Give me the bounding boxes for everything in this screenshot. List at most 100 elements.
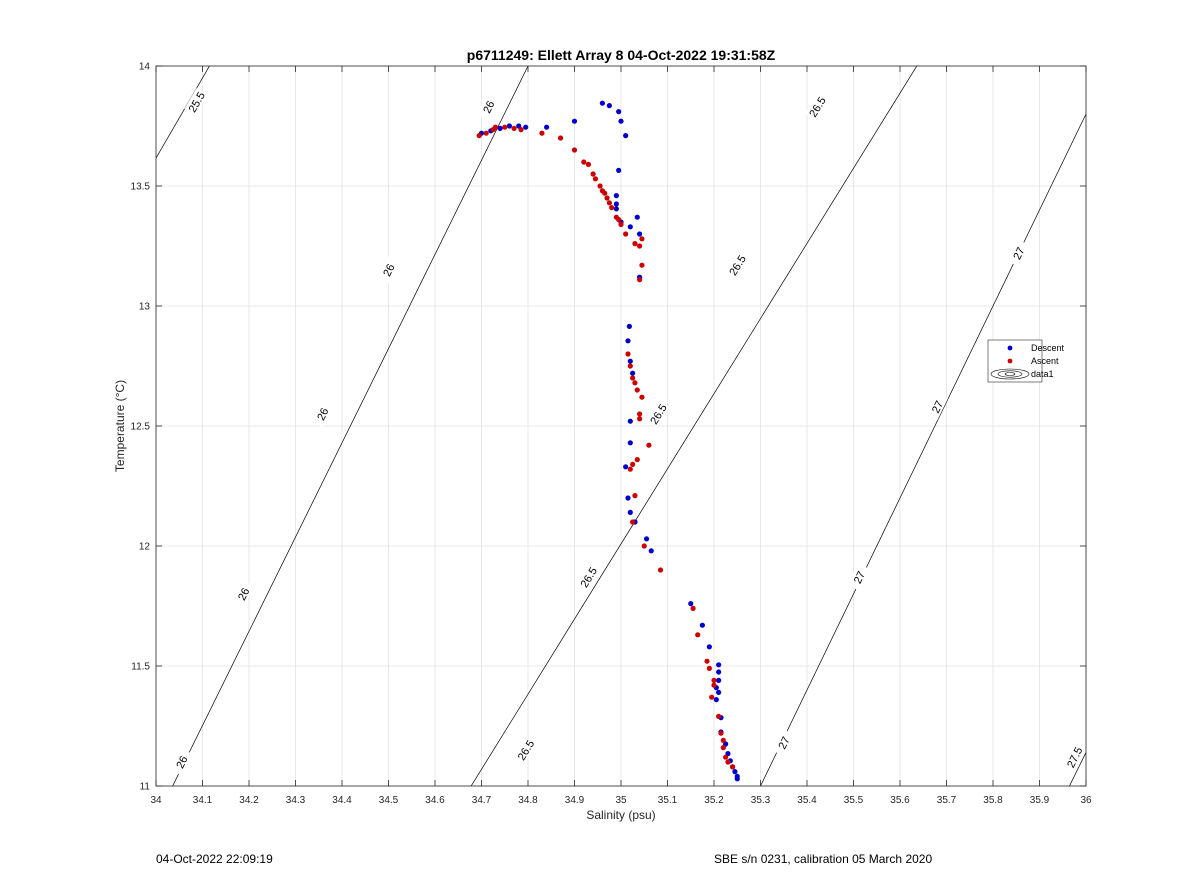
point-descent (613, 193, 619, 199)
point-descent (706, 644, 712, 650)
contour-label: 27 (847, 563, 870, 591)
contour-label-bg (231, 580, 255, 608)
point-ascent (657, 567, 664, 573)
contour-label-text: 27 (852, 570, 868, 586)
point-ascent (634, 457, 640, 463)
contour-label: 26 (376, 256, 400, 284)
point-ascent (704, 658, 710, 664)
point-descent (732, 769, 738, 775)
point-descent (627, 224, 633, 230)
contour-line-26.5 (470, 66, 918, 786)
point-descent (613, 201, 619, 207)
point-descent (623, 133, 629, 139)
point-ascent (720, 745, 726, 751)
point-ascent (632, 493, 638, 499)
point-ascent (646, 442, 652, 448)
contour-label-bg (1007, 239, 1030, 267)
point-descent (637, 231, 643, 237)
point-ascent (590, 171, 596, 177)
point-descent (625, 495, 631, 501)
point-descent (688, 601, 694, 607)
contour-label-bg (376, 256, 400, 284)
point-ascent (618, 221, 624, 227)
point-ascent (609, 205, 615, 211)
x-tick-label: 34.3 (286, 795, 306, 806)
contour-label-bg (310, 400, 334, 428)
x-tick-label: 34.1 (193, 795, 213, 806)
point-ascent (581, 159, 587, 165)
legend-box (987, 339, 1043, 383)
point-ascent (557, 135, 564, 141)
point-ascent (602, 190, 608, 196)
point-ascent (511, 125, 517, 131)
x-axis-label: Salinity (psu) (586, 808, 655, 822)
footer-instrument-calibration: SBE s/n 0231, calibration 05 March 2020 (714, 852, 933, 866)
legend-marker-ascent (1007, 358, 1013, 364)
point-descent (625, 338, 631, 344)
legend: Descent Ascent data1 (987, 339, 1065, 383)
x-tick-label: 34.2 (239, 795, 259, 806)
y-axis-label: Temperature (°C) (113, 380, 127, 472)
x-tick-label: 35.6 (890, 795, 910, 806)
contour-label-text: 26 (174, 754, 190, 770)
x-tick-label: 34.7 (472, 795, 492, 806)
point-descent (713, 697, 719, 703)
point-ascent (476, 133, 482, 139)
y-tick-label: 12.5 (131, 422, 151, 433)
chart-title: p6711249: Ellett Array 8 04-Oct-2022 19:… (467, 47, 776, 63)
point-descent (523, 124, 529, 130)
contour-label-bg (847, 563, 870, 591)
x-tick-label: 35.3 (751, 795, 771, 806)
point-descent (648, 548, 654, 554)
contour-label: 26 (169, 748, 193, 776)
x-tick-label: 36 (1080, 795, 1092, 806)
y-tick-label: 14 (139, 62, 151, 73)
contour-label-text: 27 (930, 399, 946, 415)
point-descent (699, 622, 705, 628)
point-descent (627, 440, 633, 446)
x-tick-label: 35 (615, 795, 627, 806)
contour-line-25.5 (156, 66, 210, 159)
x-tick-label: 35.7 (937, 795, 957, 806)
x-tick-label: 34.5 (379, 795, 399, 806)
x-tick-label: 35.2 (704, 795, 724, 806)
contour-label-bg (476, 92, 500, 121)
x-tick-label: 34.9 (565, 795, 585, 806)
x-tick-label: 34.4 (332, 795, 352, 806)
contour-label-bg (925, 392, 948, 421)
point-ascent (709, 694, 715, 700)
point-ascent (634, 387, 640, 393)
point-ascent (637, 411, 643, 417)
x-axis-ticks: 34 34.1 34.2 34.3 34.4 34.5 34.6 34.7 34.8 34.9 35… (150, 66, 1092, 806)
contour-label: 26 (231, 580, 255, 608)
point-ascent (630, 461, 636, 467)
footer-generated-timestamp: 04-Oct-2022 22:09:19 (156, 852, 273, 866)
contour-label-bg (645, 400, 670, 428)
grid-lines (155, 65, 1087, 787)
point-ascent (637, 277, 643, 283)
contour-label-bg (169, 748, 193, 776)
contour-line-27.5 (1069, 751, 1086, 786)
point-descent (497, 125, 503, 131)
y-axis-ticks: 11 11.5 12 12.5 13 13.5 14 (131, 62, 1086, 793)
legend-marker-contour-icon (990, 368, 1030, 380)
legend-label-descent: Descent (1031, 343, 1065, 353)
point-descent (613, 206, 619, 212)
legend-marker-descent (1007, 345, 1013, 351)
x-tick-label: 35.4 (797, 795, 817, 806)
point-ascent (632, 241, 638, 247)
point-ascent (623, 231, 629, 237)
point-ascent (616, 217, 622, 223)
point-ascent (630, 519, 636, 525)
contour-label-bg (513, 736, 538, 764)
point-ascent (716, 713, 722, 720)
x-tick-label: 34 (150, 795, 162, 806)
point-ascent (695, 632, 701, 638)
y-tick-label: 13 (139, 302, 151, 313)
point-ascent (604, 195, 610, 201)
point-descent (616, 109, 622, 115)
point-descent (571, 118, 578, 124)
point-ascent (718, 730, 724, 736)
contour-label-bg (1062, 743, 1086, 771)
